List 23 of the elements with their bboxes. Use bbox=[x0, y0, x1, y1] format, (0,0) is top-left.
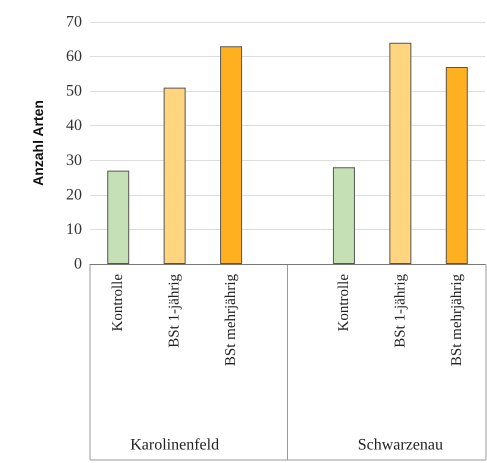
y-tick-label: 40 bbox=[66, 117, 82, 134]
bar bbox=[332, 167, 355, 264]
x-tick-label: BSt mehrjährig bbox=[448, 274, 465, 366]
text: Karolinenfeld bbox=[130, 436, 220, 454]
y-tick-label: 0 bbox=[74, 256, 82, 272]
bar bbox=[107, 170, 130, 264]
y-tick-label: 10 bbox=[66, 220, 82, 238]
x-tick-label: Kontrolle bbox=[336, 274, 352, 332]
bar bbox=[389, 42, 412, 264]
bar bbox=[446, 66, 468, 264]
y-tick-label: 30 bbox=[66, 152, 82, 169]
bar bbox=[220, 46, 242, 264]
text: Schwarzenau bbox=[358, 436, 444, 454]
y-tick-label: 70 bbox=[66, 14, 82, 30]
y-tick-label: 50 bbox=[66, 82, 82, 100]
y-tick-label: 20 bbox=[66, 186, 82, 204]
x-tick-label: BSt 1-jährig bbox=[392, 274, 408, 348]
x-tick-label: Kontrolle bbox=[110, 274, 126, 332]
bar bbox=[164, 88, 186, 264]
x-tick-label: BSt 1-jährig bbox=[166, 274, 183, 348]
y-tick-label: 60 bbox=[66, 48, 82, 66]
x-tick-label: BSt mehrjährig bbox=[223, 274, 240, 366]
y-axis-title: Anzahl Arten bbox=[30, 100, 46, 186]
